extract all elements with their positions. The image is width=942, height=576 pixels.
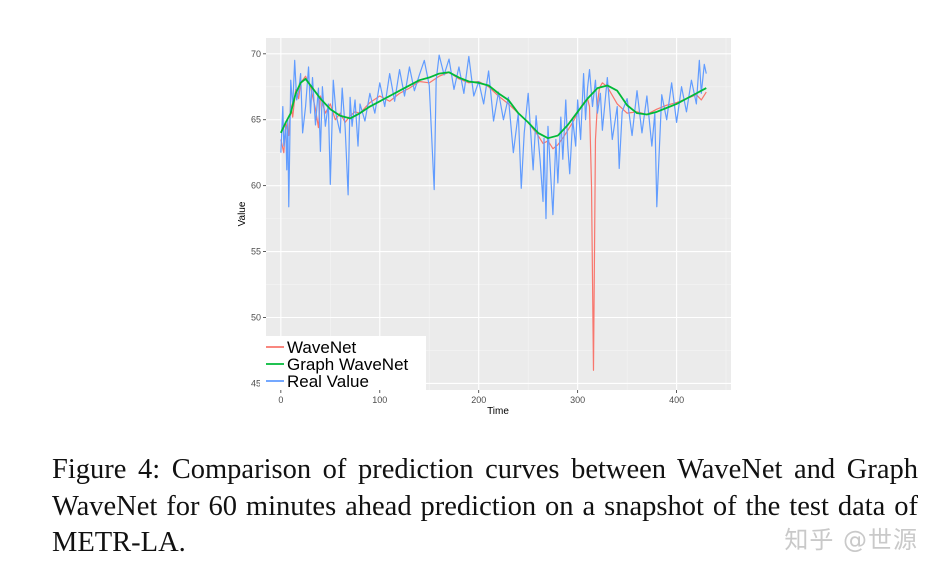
x-tick-label: 0 [278,395,283,405]
y-tick-label: 45 [251,378,261,388]
y-tick-label: 65 [251,115,261,125]
x-tick-label: 200 [471,395,486,405]
x-axis-title: Time [487,406,509,417]
y-axis-title: Value [237,201,248,226]
legend: WaveNet Graph WaveNet Real Value [260,336,426,391]
y-tick-label: 60 [251,181,261,191]
legend-label-wavenet: WaveNet [287,338,357,357]
x-tick-label: 400 [669,395,684,405]
y-tick-label: 55 [251,247,261,257]
legend-label-real-value: Real Value [287,372,369,391]
x-tick-label: 100 [372,395,387,405]
line-chart: 0 100 200 300 400 45 50 55 60 65 70 Time Value Wav… [237,38,731,417]
series-line-real-value [280,54,707,220]
chart-figure: 0 100 200 300 400 45 50 55 60 65 70 Time Value Wav… [237,38,731,417]
legend-label-graph-wavenet: Graph WaveNet [287,355,409,374]
x-tick-label: 300 [570,395,585,405]
legend-box [260,336,426,390]
figure-caption: Figure 4: Comparison of prediction curve… [52,454,918,558]
series-line-graph-wavenet [280,71,707,140]
watermark: 知乎 @世源 [784,526,918,554]
y-tick-label: 50 [251,312,261,322]
y-tick-label: 70 [251,49,261,59]
